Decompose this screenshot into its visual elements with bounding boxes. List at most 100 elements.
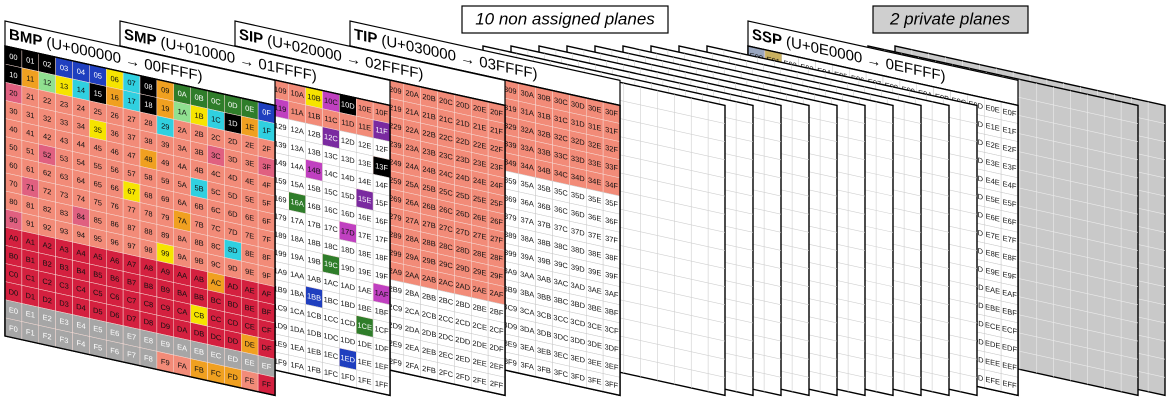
cell-label: 28 [144, 118, 152, 129]
cell-label: 39D [571, 262, 585, 274]
cell-label: 44 [77, 139, 85, 150]
cell-label: 32A [521, 124, 535, 136]
cell-label: 38E [588, 248, 601, 260]
cell-label: EBF [1002, 306, 1017, 318]
cell-label: 59 [161, 176, 169, 187]
cell-label: 65 [94, 179, 102, 190]
cell-label: 3EE [588, 357, 602, 369]
cell-label: 92 [43, 222, 51, 233]
cell-label: 3FB [537, 364, 551, 376]
cell-label: 46 [111, 146, 119, 157]
cell-label: 379 [504, 211, 517, 223]
cell-label: 34B [537, 164, 550, 176]
cell-label: 45 [94, 143, 102, 154]
cell-label: 33A [521, 143, 535, 155]
cell-label: 31C [554, 114, 568, 126]
cell-label: E2E [986, 139, 1000, 151]
cell-label: 53 [60, 153, 68, 164]
cell-label: 36A [521, 197, 535, 209]
cell-label: 3CD [570, 317, 586, 329]
cell-label: 38F [605, 252, 618, 264]
cell-label: 54 [77, 157, 85, 168]
cell-label: E1F [1003, 125, 1017, 137]
unassigned-label: 10 non assigned planes [475, 9, 655, 28]
cell-label: 83 [60, 208, 68, 219]
cell-label: 10 [9, 70, 17, 81]
cell-label: 19 [161, 103, 169, 114]
cell-label: 25 [94, 106, 102, 117]
plane-name: TIP [354, 26, 377, 48]
cell-label: 20B [422, 92, 435, 104]
cell-label: 229 [389, 121, 402, 133]
cell-label: E0F [1003, 107, 1017, 119]
cell-label: 369 [504, 193, 517, 205]
cell-label: 57 [127, 168, 135, 179]
cell-label: 73 [60, 190, 68, 201]
cell-label: 08 [144, 81, 152, 92]
private-callout: 2 private planes [872, 5, 1029, 34]
cell-label: 84 [77, 211, 85, 222]
cell-label: 39A [521, 251, 535, 263]
cell-label: 06 [111, 74, 119, 85]
cell-label: 3B9 [504, 284, 517, 296]
cell-label: 16 [111, 92, 119, 103]
cell-label: EFF [1002, 378, 1017, 390]
cell-label: 30A [521, 88, 535, 100]
cell-label: 3BB [537, 291, 551, 303]
cell-label: 39F [605, 270, 618, 282]
cell-label: 209 [389, 85, 402, 97]
cell-label: 3ED [571, 353, 586, 365]
cell-label: 30C [554, 96, 568, 108]
cell-label: 97 [127, 241, 135, 252]
planes: SSP(U+0E0000 → 0EFFFF)E00E01E02E03E04E05… [4, 20, 1166, 397]
cell-label: 3F9 [504, 356, 517, 368]
cell-label: 33D [571, 154, 585, 166]
cell-label: E9F [1003, 270, 1017, 282]
cell-label: 09 [161, 85, 169, 96]
cell-label: 39E [588, 266, 601, 278]
cell-label: 3C9 [503, 302, 517, 314]
cell-label: 36 [111, 128, 119, 139]
cell-label: 3BA [520, 287, 535, 299]
cell-label: 89 [161, 230, 169, 241]
cell-label: 88 [144, 226, 152, 237]
cell-label: 34D [571, 172, 585, 184]
cell-label: 35D [571, 190, 585, 202]
cell-label: 36C [554, 204, 568, 216]
cell-label: 26 [111, 110, 119, 121]
cell-label: 3EF [605, 360, 619, 372]
cell-label: 34E [588, 175, 601, 187]
cell-label: 3BC [554, 295, 569, 307]
cell-label: 3DB [537, 327, 552, 339]
cell-label: 32E [588, 139, 601, 151]
cell-label: 399 [504, 248, 517, 260]
cell-label: 14 [77, 85, 85, 96]
cell-label: 27 [127, 114, 135, 125]
cell-label: 3A9 [504, 266, 517, 278]
cell-label: 93 [60, 226, 68, 237]
cell-label: 36E [588, 212, 601, 224]
cell-label: 64 [77, 175, 85, 186]
cell-label: 3EC [554, 349, 569, 361]
cell-label: E1E [986, 121, 1000, 133]
cell-label: 38B [537, 237, 550, 249]
cell-label: 07 [127, 78, 135, 89]
cell-label: 38 [144, 136, 152, 147]
cell-label: 3DD [570, 335, 586, 347]
cell-label: 21E [473, 121, 486, 133]
cell-label: E6F [1003, 215, 1017, 227]
cell-label: 3E9 [504, 338, 517, 350]
cell-label: 30F [605, 107, 618, 119]
cell-label: 96 [111, 237, 119, 248]
cell-label: 20D [456, 99, 470, 111]
cell-label: EEE [985, 357, 1000, 369]
cell-label: 35B [537, 182, 550, 194]
cell-label: 22A [406, 124, 420, 136]
cell-label: EBE [985, 302, 1000, 314]
cell-label: 48 [144, 154, 152, 165]
cell-label: 3BF [605, 306, 619, 318]
cell-label: 33B [537, 146, 550, 158]
cell-label: 30E [588, 103, 601, 115]
cell-label: 75 [94, 197, 102, 208]
